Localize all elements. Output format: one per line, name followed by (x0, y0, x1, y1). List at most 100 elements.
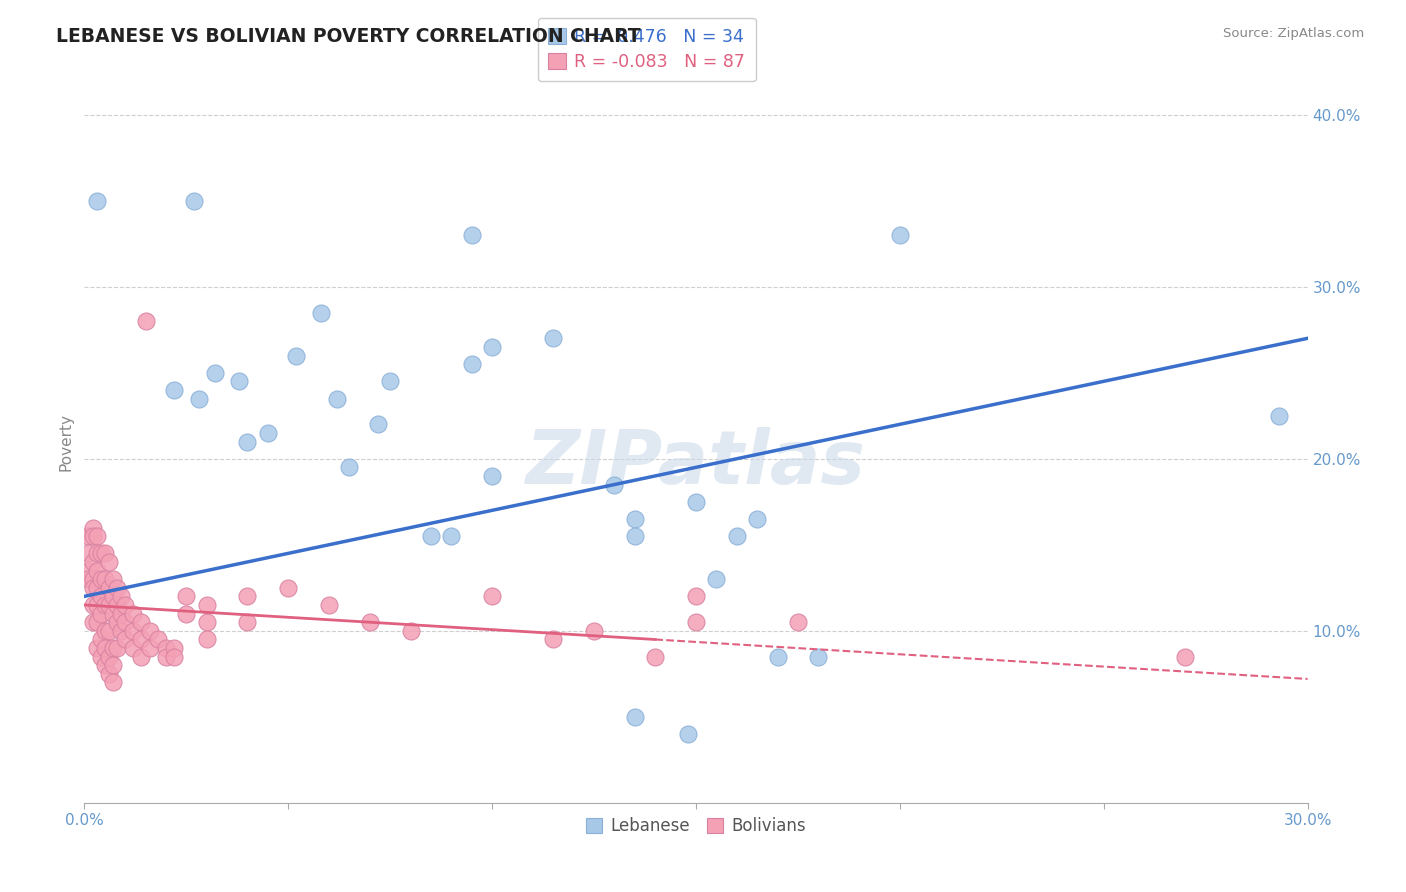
Point (114, 632, 136, 647)
Point (174, 607, 197, 621)
Point (706, 572, 728, 586)
Point (138, 640, 160, 655)
Point (257, 425, 280, 440)
Point (97, 624, 120, 638)
Point (135, 314, 157, 328)
Point (204, 366, 226, 380)
Legend: Lebanese, Bolivians: Lebanese, Bolivians (579, 810, 813, 841)
Point (624, 529, 647, 543)
Point (603, 477, 626, 491)
Point (236, 590, 259, 604)
Point (110, 607, 132, 621)
Point (131, 615, 153, 630)
Point (105, 640, 128, 655)
Point (97, 649, 120, 664)
Point (86, 615, 108, 630)
Point (309, 305, 332, 319)
Point (583, 624, 606, 638)
Point (236, 434, 259, 449)
Point (97, 581, 120, 595)
Point (725, 529, 748, 543)
Point (1268, 409, 1291, 423)
Point (90, 649, 112, 664)
Point (481, 469, 503, 483)
Point (889, 228, 911, 243)
Point (97, 555, 120, 569)
Point (86, 564, 108, 578)
Point (195, 598, 218, 612)
Point (440, 529, 463, 543)
Point (82, 572, 104, 586)
Point (1174, 649, 1197, 664)
Point (90, 607, 112, 621)
Point (82, 581, 104, 595)
Point (318, 598, 340, 612)
Point (77, 564, 100, 578)
Point (543, 331, 565, 345)
Point (77, 546, 100, 560)
Point (461, 357, 484, 371)
Point (105, 581, 128, 595)
Point (644, 649, 666, 664)
Point (90, 572, 112, 586)
Point (105, 598, 128, 612)
Point (747, 512, 769, 526)
Point (93, 546, 115, 560)
Point (82, 529, 104, 543)
Point (399, 624, 422, 638)
Point (105, 615, 128, 630)
Point (228, 375, 250, 389)
Text: LEBANESE VS BOLIVIAN POVERTY CORRELATION CHART: LEBANESE VS BOLIVIAN POVERTY CORRELATION… (56, 27, 641, 45)
Point (122, 607, 145, 621)
Point (359, 615, 381, 630)
Point (77, 572, 100, 586)
Point (122, 640, 145, 655)
Point (163, 649, 186, 664)
Point (97, 598, 120, 612)
Point (110, 590, 132, 604)
Point (155, 640, 177, 655)
Point (195, 632, 218, 647)
Point (624, 710, 647, 724)
Point (380, 375, 402, 389)
Point (285, 349, 308, 363)
Point (122, 624, 145, 638)
Text: ZIPatlas: ZIPatlas (526, 426, 866, 500)
Point (131, 649, 153, 664)
Point (481, 590, 503, 604)
Point (82, 555, 104, 569)
Point (766, 649, 789, 664)
Point (326, 392, 349, 406)
Point (97, 666, 120, 681)
Point (86, 546, 108, 560)
Point (82, 520, 104, 534)
Point (86, 194, 108, 208)
Point (277, 581, 299, 595)
Point (676, 727, 699, 741)
Point (110, 624, 132, 638)
Point (787, 615, 810, 630)
Point (174, 590, 197, 604)
Point (86, 581, 108, 595)
Point (86, 529, 108, 543)
Point (138, 624, 160, 638)
Point (187, 392, 209, 406)
Text: Source: ZipAtlas.com: Source: ZipAtlas.com (1223, 27, 1364, 40)
Point (93, 598, 115, 612)
Point (685, 494, 707, 508)
Point (93, 572, 115, 586)
Point (420, 529, 443, 543)
Point (131, 632, 153, 647)
Point (543, 632, 565, 647)
Point (90, 546, 112, 560)
Point (114, 615, 136, 630)
Point (86, 598, 108, 612)
Point (101, 590, 124, 604)
Point (82, 615, 104, 630)
Point (146, 632, 169, 647)
Point (93, 624, 115, 638)
Point (339, 460, 361, 475)
Point (183, 194, 205, 208)
Point (77, 529, 100, 543)
Point (685, 590, 707, 604)
